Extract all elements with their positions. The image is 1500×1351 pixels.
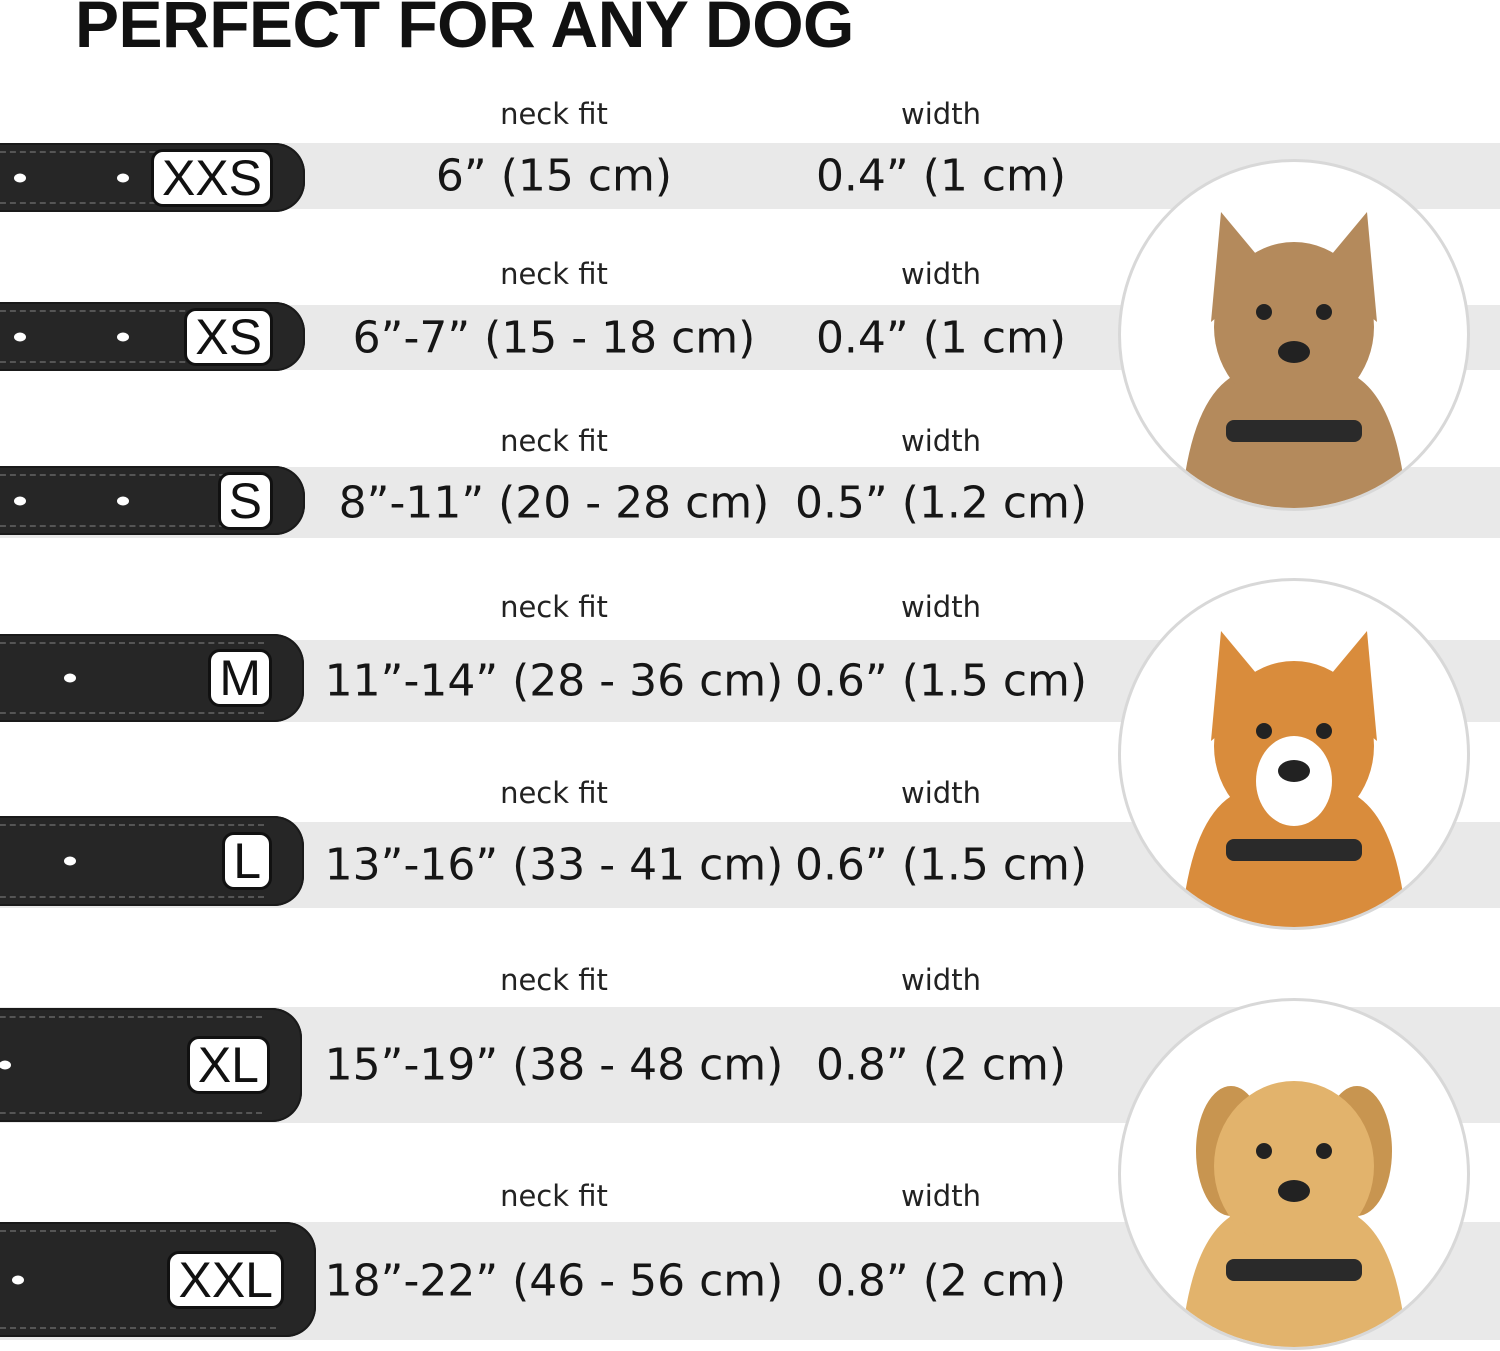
collar-image: XL xyxy=(0,1008,302,1122)
collar-hole xyxy=(117,173,129,182)
collar-stitching xyxy=(0,361,265,363)
collar-stitching xyxy=(0,1327,276,1329)
collar-stitching xyxy=(0,896,264,898)
neck-fit-value: 13”-16” (33 - 41 cm) xyxy=(324,839,784,891)
neck-fit-label: neck fit xyxy=(500,1179,608,1213)
width-value: 0.8” (2 cm) xyxy=(815,1255,1067,1307)
dog-illustration xyxy=(1181,1081,1407,1347)
corgi-photo xyxy=(1118,578,1470,930)
width-label: width xyxy=(901,963,981,997)
dog-illustration xyxy=(1181,631,1407,927)
size-tag: XL xyxy=(186,1036,270,1094)
collar-image: L xyxy=(0,816,304,906)
neck-fit-label: neck fit xyxy=(500,590,608,624)
width-label: width xyxy=(901,97,981,131)
neck-fit-value: 15”-19” (38 - 48 cm) xyxy=(324,1039,784,1091)
collar-stitching xyxy=(0,151,265,153)
collar-stitching xyxy=(0,642,264,644)
collar-hole xyxy=(14,332,26,341)
width-label: width xyxy=(901,424,981,458)
width-label: width xyxy=(901,1179,981,1213)
size-tag: XXS xyxy=(150,148,273,207)
collar-image: XS xyxy=(0,302,305,371)
collar-stitching xyxy=(0,310,265,312)
collar-stitching xyxy=(0,202,265,204)
neck-fit-label: neck fit xyxy=(500,963,608,997)
collar-stitching xyxy=(0,525,265,527)
collar-hole xyxy=(117,332,129,341)
collar-image: M xyxy=(0,634,304,722)
labrador-photo xyxy=(1118,998,1470,1350)
neck-fit-label: neck fit xyxy=(500,97,608,131)
dog-collar xyxy=(1226,420,1362,442)
collar-stitching xyxy=(0,1230,276,1232)
neck-fit-value: 6” (15 cm) xyxy=(435,150,673,202)
small-terrier-photo xyxy=(1118,159,1470,511)
collar-hole xyxy=(14,496,26,505)
width-value: 0.6” (1.5 cm) xyxy=(794,839,1088,891)
collar-stitching xyxy=(0,712,264,714)
dog-illustration xyxy=(1181,212,1407,508)
dog-collar xyxy=(1226,1259,1362,1281)
collar-hole xyxy=(14,173,26,182)
collar-stitching xyxy=(0,474,265,476)
width-value: 0.8” (2 cm) xyxy=(815,1039,1067,1091)
width-value: 0.4” (1 cm) xyxy=(815,150,1067,202)
collar-hole xyxy=(64,673,76,683)
collar-hole xyxy=(0,1060,11,1070)
neck-fit-value: 18”-22” (46 - 56 cm) xyxy=(324,1255,784,1307)
dog-collar xyxy=(1226,839,1362,861)
neck-fit-label: neck fit xyxy=(500,424,608,458)
width-label: width xyxy=(901,257,981,291)
width-label: width xyxy=(901,776,981,810)
width-value: 0.4” (1 cm) xyxy=(815,312,1067,363)
size-tag: XXL xyxy=(167,1250,284,1309)
page-title: PERFECT FOR ANY DOG xyxy=(75,0,854,61)
neck-fit-value: 11”-14” (28 - 36 cm) xyxy=(324,655,784,707)
neck-fit-label: neck fit xyxy=(500,257,608,291)
neck-fit-value: 8”-11” (20 - 28 cm) xyxy=(338,477,770,528)
size-tag: S xyxy=(217,471,273,530)
collar-stitching xyxy=(0,824,264,826)
collar-hole xyxy=(64,856,76,866)
size-tag: XS xyxy=(184,307,273,366)
width-value: 0.6” (1.5 cm) xyxy=(794,655,1088,707)
collar-stitching xyxy=(0,1112,262,1114)
collar-hole xyxy=(117,496,129,505)
collar-image: XXL xyxy=(0,1222,316,1337)
collar-image: S xyxy=(0,466,305,535)
collar-hole xyxy=(12,1275,24,1284)
width-label: width xyxy=(901,590,981,624)
neck-fit-label: neck fit xyxy=(500,776,608,810)
size-tag: M xyxy=(208,649,272,707)
neck-fit-value: 6”-7” (15 - 18 cm) xyxy=(352,312,756,363)
collar-stitching xyxy=(0,1016,262,1018)
width-value: 0.5” (1.2 cm) xyxy=(794,477,1088,528)
collar-image: XXS xyxy=(0,143,305,212)
size-tag: L xyxy=(222,832,272,890)
